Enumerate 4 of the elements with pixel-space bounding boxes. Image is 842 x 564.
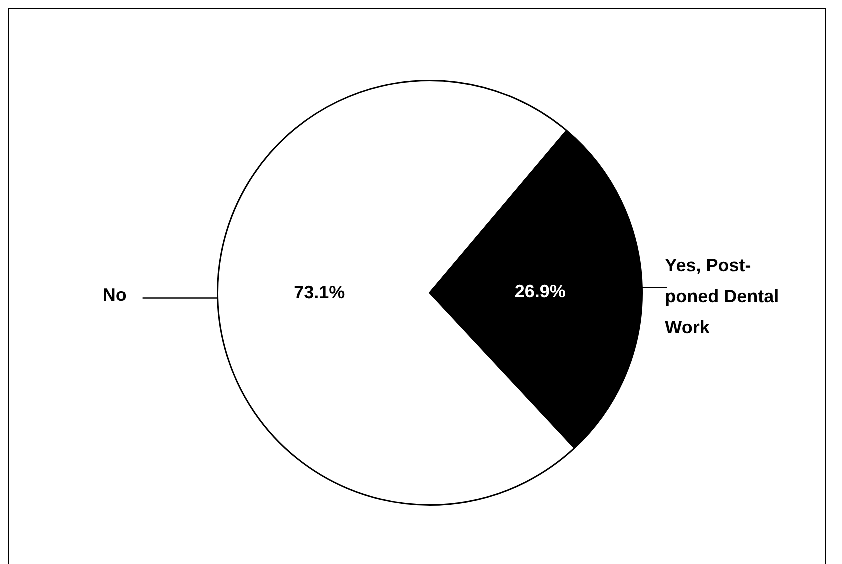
slice-label: Yes, Post-poned Dental Work	[665, 256, 780, 338]
slice-label: No	[102, 285, 127, 306]
data-label: 73.1%	[294, 282, 346, 302]
data-label: 26.9%	[514, 281, 566, 302]
